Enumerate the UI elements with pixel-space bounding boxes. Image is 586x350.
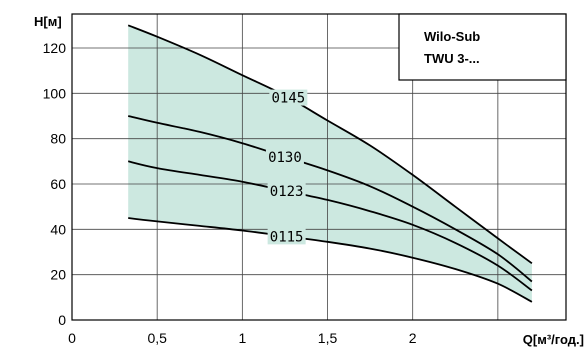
curve-label-0115: 0115 xyxy=(270,229,304,245)
curve-label-bg xyxy=(265,148,304,165)
curves xyxy=(127,24,533,303)
y-tick-label: 120 xyxy=(43,40,67,56)
legend-box: Wilo-Sub TWU 3-... xyxy=(398,13,567,81)
curve-label-bg xyxy=(267,183,306,200)
y-axis-label: H[м] xyxy=(34,14,62,29)
curve-labels: 0145 0130 0123 0115 xyxy=(265,89,308,245)
y-tick-label: 80 xyxy=(50,131,66,147)
x-tick-label: 0 xyxy=(68,330,76,346)
y-tick-label: 100 xyxy=(43,85,67,101)
x-tick-label: 0,5 xyxy=(147,330,167,346)
x-tick-label: 1 xyxy=(238,330,246,346)
curve-0123 xyxy=(127,160,533,292)
curve-0115 xyxy=(128,217,533,303)
legend-frame xyxy=(398,13,567,81)
curve-0130 xyxy=(127,115,533,283)
legend-line-1: Wilo-Sub xyxy=(424,29,480,44)
x-tick-label: 2 xyxy=(409,330,417,346)
x-axis-label: Q[м³/год.] xyxy=(523,332,584,347)
curve-0145 xyxy=(127,24,533,265)
curve-label-0123: 0123 xyxy=(270,184,304,200)
curve-label-bg xyxy=(267,228,306,245)
y-tick-label: 40 xyxy=(50,221,66,237)
y-tick-label: 20 xyxy=(50,267,66,283)
curve-label-0145: 0145 xyxy=(271,91,305,107)
y-tick-label: 0 xyxy=(58,312,66,328)
curve-label-0130: 0130 xyxy=(268,150,302,166)
legend-line-2: TWU 3-... xyxy=(424,51,480,66)
y-tick-label: 60 xyxy=(50,176,66,192)
plot-frame xyxy=(71,13,567,321)
x-tick-label: 1,5 xyxy=(318,330,338,346)
curve-label-bg xyxy=(269,89,308,106)
